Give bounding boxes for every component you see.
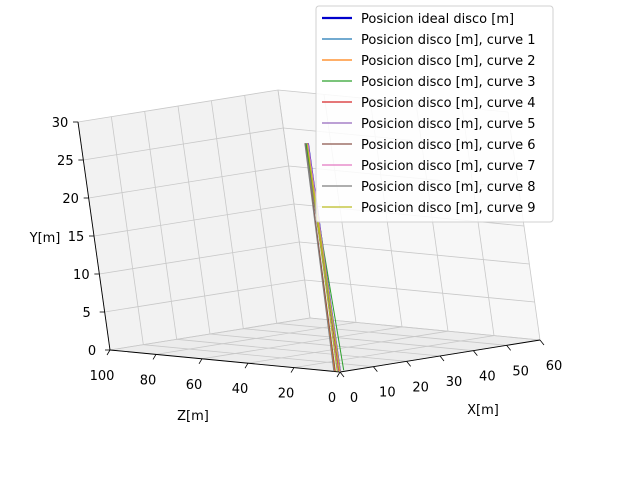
- z-tick-label: 60: [186, 378, 203, 393]
- legend-label: Posicion disco [m], curve 6: [361, 138, 536, 153]
- y-tick-label: 0: [88, 344, 96, 359]
- z-tick-label: 0: [328, 391, 336, 406]
- z-tick-label: 80: [140, 373, 157, 388]
- z-tick-label: 40: [232, 382, 249, 397]
- series-line-8: [304, 143, 341, 373]
- z-tick-mark: [152, 354, 157, 360]
- z-tick-mark: [198, 358, 203, 365]
- x-axis-title: X[m]: [467, 403, 499, 418]
- grid-line-y: [88, 165, 289, 199]
- x-tick-mark: [473, 350, 478, 356]
- z-tick-mark: [244, 362, 249, 369]
- y-tick-label: 20: [62, 192, 79, 207]
- grid-line-y: [299, 241, 530, 265]
- z-tick-mark: [336, 371, 341, 378]
- legend-label: Posicion disco [m], curve 3: [361, 75, 536, 90]
- x-tick-mark: [406, 361, 411, 367]
- tick-marks: [73, 121, 545, 378]
- grid-line-z: [155, 322, 357, 355]
- grid-line-z: [201, 326, 403, 360]
- z-tick-label: 20: [278, 387, 295, 402]
- grid-line-y: [99, 241, 300, 275]
- z-axis-line: [109, 349, 341, 373]
- grid-line-z: [247, 330, 449, 364]
- y-tick-label: 5: [83, 306, 91, 321]
- legend-label: Posicion disco [m], curve 2: [361, 54, 536, 69]
- x-tick-label: 10: [379, 386, 396, 401]
- x-tick-label: 40: [479, 370, 496, 385]
- legend-box: [315, 5, 554, 223]
- legend-label: Posicion disco [m], curve 9: [361, 201, 536, 216]
- legend-label: Posicion disco [m], curve 5: [361, 117, 536, 132]
- z-tick-mark: [290, 367, 295, 373]
- legend-label: Posicion disco [m], curve 4: [361, 96, 536, 111]
- grid-line-y: [304, 279, 535, 303]
- grid-line-y: [83, 127, 284, 161]
- grid-line-z: [293, 335, 495, 368]
- x-tick-label: 0: [350, 391, 358, 406]
- y-tick-label: 10: [73, 268, 90, 283]
- z-tick-label: 100: [90, 369, 115, 384]
- z-axis-title: Z[m]: [177, 409, 209, 424]
- grid-line-y: [309, 317, 541, 341]
- grid-line-x: [276, 322, 507, 346]
- x-tick-mark: [506, 345, 511, 351]
- tick-labels: 0 10 20 30 40 50 60 0 20 40 60 80 100 0 5 10 15 20 25 30 X[m…: [29, 116, 563, 424]
- legend-label: Posicion disco [m], curve 7: [361, 159, 536, 174]
- y-tick-label: 30: [52, 116, 69, 131]
- legend-label: Posicion ideal disco [m]: [361, 12, 514, 27]
- y-tick-label: 15: [68, 230, 85, 245]
- x-tick-label: 50: [512, 364, 529, 379]
- series-line-9: [306, 143, 341, 373]
- grid-line-x: [243, 328, 474, 352]
- x-tick-mark: [373, 366, 378, 372]
- legend-label: Posicion disco [m], curve 8: [361, 180, 536, 195]
- grid-line-y: [77, 89, 279, 123]
- x-tick-mark: [339, 371, 345, 378]
- grid-line-x: [176, 338, 407, 362]
- x-tick-mark: [439, 355, 445, 362]
- grid-line-y: [109, 317, 311, 351]
- x-tick-mark: [539, 339, 545, 346]
- grid-line-y: [93, 203, 295, 237]
- legend-label: Posicion disco [m], curve 1: [361, 33, 536, 48]
- x-tick-label: 60: [546, 359, 563, 374]
- grid-line-x: [209, 333, 441, 357]
- legend: Posicion ideal disco [m] Posicion disco […: [315, 5, 554, 223]
- z-tick-mark: [106, 349, 111, 356]
- y-axis-title: Y[m]: [29, 231, 61, 246]
- series-lines: [304, 143, 345, 373]
- x-tick-label: 30: [446, 375, 463, 390]
- grid-line-y: [104, 279, 305, 313]
- grid-line-x: [143, 344, 374, 368]
- x-tick-label: 20: [412, 380, 429, 395]
- y-tick-label: 25: [57, 154, 74, 169]
